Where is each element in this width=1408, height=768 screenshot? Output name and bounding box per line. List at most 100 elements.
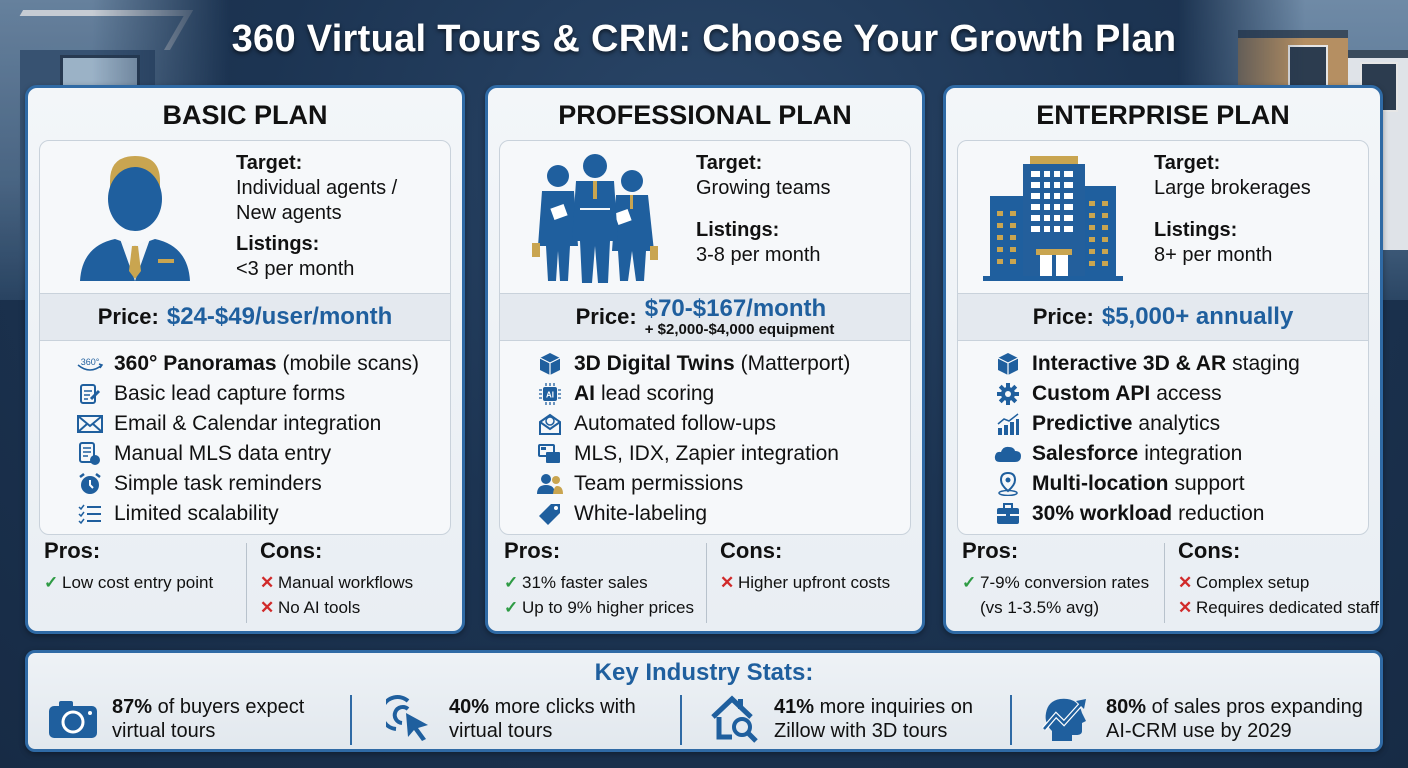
ai-chip-icon: AI: [536, 382, 564, 406]
location-pin-icon: [994, 472, 1022, 496]
industry-stats-panel: Key Industry Stats: 87% of buyers expect…: [25, 650, 1383, 752]
envelope-icon: [76, 412, 104, 436]
cross-icon: ✕: [1178, 598, 1193, 617]
team-icon: [520, 151, 670, 286]
pros-section: Pros: ✓ 7-9% conversion rates (vs 1-3.5% …: [962, 538, 1162, 628]
plan-card-enterprise: ENTERPRISE PLAN: [943, 85, 1383, 634]
click-cursor-icon: [383, 695, 437, 743]
price-row: Price: $24-$49/user/month: [40, 293, 450, 341]
integration-screens-icon: [536, 442, 564, 466]
plan-details: Target: Growing teams Listings: 3-8 per …: [499, 140, 911, 535]
page-title: 360 Virtual Tours & CRM: Choose Your Gro…: [231, 18, 1177, 60]
price-equipment: + $2,000-$4,000 equipment: [644, 321, 835, 338]
cons-label: Cons:: [1178, 538, 1241, 563]
pro-item: ✓ 31% faster sales: [504, 570, 704, 595]
feature-list: 360° 360° Panoramas (mobile scans) Basic …: [40, 349, 450, 529]
con-item: ✕ Higher upfront costs: [720, 570, 920, 595]
feature-item: Limited scalability: [40, 499, 450, 529]
pros-cons: Pros: ✓ 7-9% conversion rates (vs 1-3.5% …: [946, 538, 1380, 630]
feature-item: 360° 360° Panoramas (mobile scans): [40, 349, 450, 379]
bar-chart-trend-icon: [994, 412, 1022, 436]
tag-icon: [536, 502, 564, 526]
check-icon: ✓: [962, 573, 977, 592]
stat-item: 87% of buyers expect virtual tours: [46, 693, 304, 745]
pro-item-note: (vs 1-3.5% avg): [980, 598, 1100, 617]
3d-cube-icon: [536, 352, 564, 376]
cons-label: Cons:: [720, 538, 783, 563]
cons-label: Cons:: [260, 538, 323, 563]
check-icon: ✓: [504, 573, 519, 592]
price-row: Price: $70-$167/month + $2,000-$4,000 eq…: [500, 293, 910, 341]
svg-text:360°: 360°: [81, 357, 100, 367]
feature-item: Basic lead capture forms: [40, 379, 450, 409]
con-item: ✕ Manual workflows: [260, 570, 460, 595]
target-label: Target:: [696, 152, 763, 174]
listings-value: <3 per month: [236, 258, 355, 280]
cons-section: Cons: ✕ Manual workflows ✕ No AI tools: [260, 538, 460, 628]
plan-title: BASIC PLAN: [162, 100, 328, 130]
feature-item: Manual MLS data entry: [40, 439, 450, 469]
3d-box-icon: [994, 352, 1022, 376]
plan-info: Target: Individual agents / New agents L…: [236, 151, 397, 282]
target-value-line1: Individual agents /: [236, 177, 398, 199]
pro-item: ✓ Up to 9% higher prices: [504, 595, 704, 620]
camera-icon: [46, 695, 100, 743]
price-row: Price: $5,000+ annually: [958, 293, 1368, 341]
cons-section: Cons: ✕ Higher upfront costs: [720, 538, 920, 628]
target-label: Target:: [236, 152, 303, 174]
office-building-icon: [978, 151, 1128, 286]
target-label: Target:: [1154, 152, 1221, 174]
plan-info: Target: Growing teams Listings: 3-8 per …: [696, 151, 831, 268]
single-agent-icon: [60, 151, 210, 286]
cons-section: Cons: ✕ Complex setup ✕ Requires dedicated…: [1178, 538, 1379, 628]
divider: [350, 695, 352, 745]
feature-item: Email & Calendar integration: [40, 409, 450, 439]
price-value: $24-$49/user/month: [166, 303, 393, 330]
check-icon: ✓: [504, 598, 519, 617]
auto-mail-icon: [536, 412, 564, 436]
feature-item: Salesforce integration: [958, 439, 1368, 469]
pros-label: Pros:: [504, 538, 561, 563]
form-edit-icon: [76, 382, 104, 406]
divider: [680, 695, 682, 745]
con-item: ✕ No AI tools: [260, 595, 460, 620]
listings-label: Listings:: [236, 233, 320, 255]
cross-icon: ✕: [260, 573, 275, 592]
price-value: $70-$167/month: [644, 295, 827, 322]
plan-hero: Target: Large brokerages Listings: 8+ pe…: [958, 141, 1368, 293]
plan-info: Target: Large brokerages Listings: 8+ pe…: [1154, 151, 1311, 268]
pros-cons: Pros: ✓ 31% faster sales ✓ Up to 9% higher…: [488, 538, 922, 630]
plan-card-professional: PROFESSIONAL PLAN: [485, 85, 925, 634]
cloud-icon: [994, 442, 1022, 466]
feature-item: Automated follow-ups: [500, 409, 910, 439]
gear-icon: [994, 382, 1022, 406]
pro-item: ✓ 7-9% conversion rates: [962, 570, 1162, 595]
plan-title: PROFESSIONAL PLAN: [558, 100, 852, 130]
feature-item: White-labeling: [500, 499, 910, 529]
briefcase-icon: [994, 502, 1022, 526]
divider: [1164, 543, 1165, 623]
stats-title: Key Industry Stats:: [594, 659, 814, 686]
pros-label: Pros:: [962, 538, 1019, 563]
cross-icon: ✕: [260, 598, 275, 617]
plan-hero: Target: Individual agents / New agents L…: [40, 141, 450, 293]
price-label: Price:: [575, 304, 637, 329]
target-value: Large brokerages: [1154, 177, 1311, 199]
stat-item: 41% more inquiries on Zillow with 3D tour…: [708, 693, 973, 745]
plan-details: Target: Large brokerages Listings: 8+ pe…: [957, 140, 1369, 535]
divider: [246, 543, 247, 623]
feature-item: Custom API access: [958, 379, 1368, 409]
cross-icon: ✕: [720, 573, 735, 592]
divider: [706, 543, 707, 623]
price-label: Price:: [97, 304, 159, 329]
divider: [1010, 695, 1012, 745]
feature-item: MLS, IDX, Zapier integration: [500, 439, 910, 469]
plan-card-basic: BASIC PLAN Target: Individual agents / N…: [25, 85, 465, 634]
document-touch-icon: [76, 442, 104, 466]
plan-title: ENTERPRISE PLAN: [1036, 100, 1290, 130]
check-icon: ✓: [44, 573, 59, 592]
pros-section: Pros: ✓ Low cost entry point: [44, 538, 244, 628]
feature-list: Interactive 3D & AR staging Custom API acc…: [958, 349, 1368, 529]
users-icon: [536, 472, 564, 496]
growth-head-icon: [1040, 695, 1094, 743]
